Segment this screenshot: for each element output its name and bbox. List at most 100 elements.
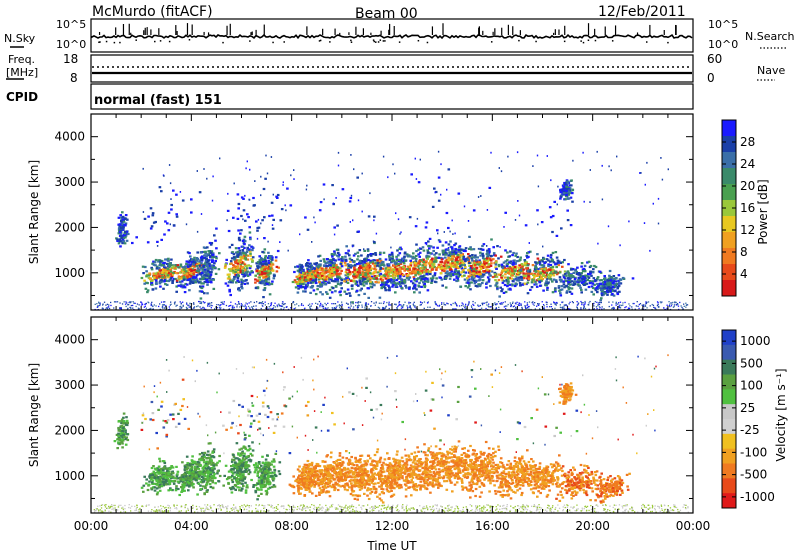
scatter-point [186, 267, 190, 270]
ground-scatter-point [461, 302, 463, 304]
scatter-point [357, 274, 361, 277]
sparse-point [507, 155, 509, 158]
scatter-point [286, 187, 289, 190]
scatter-point [165, 279, 168, 282]
scatter-point [149, 277, 152, 281]
scatter-point [350, 287, 354, 290]
scatter-point [326, 265, 329, 268]
scatter-point [451, 260, 454, 263]
scatter-point [154, 287, 158, 290]
scatter-point [318, 209, 322, 212]
scatter-point [417, 267, 421, 270]
sparse-point [667, 168, 669, 171]
scatter-point [369, 285, 373, 288]
scatter-point [367, 287, 371, 290]
ground-scatter-point [450, 303, 452, 306]
scatter-point [482, 273, 486, 276]
scatter-point [242, 238, 246, 241]
ground-scatter-point [207, 304, 209, 306]
scatter-point [472, 262, 476, 265]
scatter-point [563, 181, 566, 185]
scatter-point [478, 263, 481, 266]
scatter-point [565, 274, 568, 277]
scatter-point [452, 251, 456, 254]
scatter-point [262, 251, 266, 254]
scatter-point [374, 268, 378, 271]
scatter-point [159, 262, 162, 265]
sparse-point [260, 222, 262, 225]
scatter-point [336, 282, 340, 286]
scatter-point [299, 284, 303, 287]
scatter-point [352, 277, 356, 280]
scatter-point [267, 278, 271, 281]
scatter-point [208, 241, 212, 245]
ground-scatter-point [163, 304, 165, 306]
scatter-point [462, 249, 466, 252]
scatter-point [141, 265, 145, 268]
ground-scatter-point [244, 305, 246, 308]
scatter-point [445, 263, 448, 266]
scatter-point [207, 266, 210, 269]
ground-scatter-point [365, 304, 367, 307]
scatter-point [432, 260, 436, 263]
scatter-point [314, 293, 318, 296]
scatter-point [549, 278, 553, 281]
scatter-point [525, 261, 528, 264]
scatter-point [485, 286, 488, 289]
ground-scatter-point [193, 306, 196, 308]
scatter-point [348, 254, 351, 257]
scatter-point [340, 277, 343, 280]
ground-scatter-point [200, 307, 202, 310]
ground-scatter-point [375, 301, 377, 303]
ground-scatter-point [307, 304, 310, 306]
ground-scatter-point [370, 301, 373, 303]
scatter-point [520, 278, 524, 281]
scatter-point [431, 205, 435, 208]
scatter-point [381, 285, 384, 288]
scatter-point [569, 196, 573, 199]
ground-scatter-point [673, 304, 676, 306]
ground-scatter-point [635, 305, 637, 307]
scatter-point [158, 264, 162, 267]
scatter-point [349, 264, 353, 267]
ground-scatter-point [145, 303, 147, 305]
scatter-point [558, 289, 561, 292]
scatter-point [556, 259, 560, 262]
scatter-point [200, 286, 204, 290]
scatter-point [536, 253, 539, 256]
ground-scatter-point [654, 307, 656, 309]
scatter-point [489, 259, 493, 262]
scatter-point [487, 280, 491, 283]
scatter-point [408, 276, 412, 279]
scatter-point [500, 263, 504, 266]
scatter-point [131, 241, 134, 245]
ground-scatter-point [163, 301, 165, 303]
ground-scatter-point [447, 303, 449, 305]
sparse-point [373, 219, 375, 222]
scatter-point [384, 277, 388, 280]
scatter-point [455, 257, 458, 260]
scatter-point [545, 273, 549, 276]
scatter-point [454, 268, 457, 271]
scatter-point [162, 270, 165, 273]
scatter-point [499, 273, 502, 276]
scatter-point [432, 249, 435, 253]
scatter-point [559, 294, 563, 297]
scatter-point [209, 243, 213, 246]
scatter-point [409, 255, 413, 258]
sparse-point [415, 178, 418, 180]
ground-scatter-point [588, 302, 590, 304]
ground-scatter-point [130, 308, 132, 310]
scatter-point [368, 265, 372, 268]
scatter-point [466, 258, 470, 261]
scatter-point [409, 263, 412, 266]
scatter-point [515, 283, 518, 286]
cpid-label: CPID [6, 90, 38, 104]
scatter-point [545, 275, 548, 278]
scatter-point [462, 270, 466, 274]
ground-scatter-point [209, 305, 211, 307]
scatter-point [567, 197, 571, 200]
ground-scatter-point [341, 303, 343, 305]
scatter-point [179, 263, 183, 266]
scatter-point [238, 239, 242, 242]
